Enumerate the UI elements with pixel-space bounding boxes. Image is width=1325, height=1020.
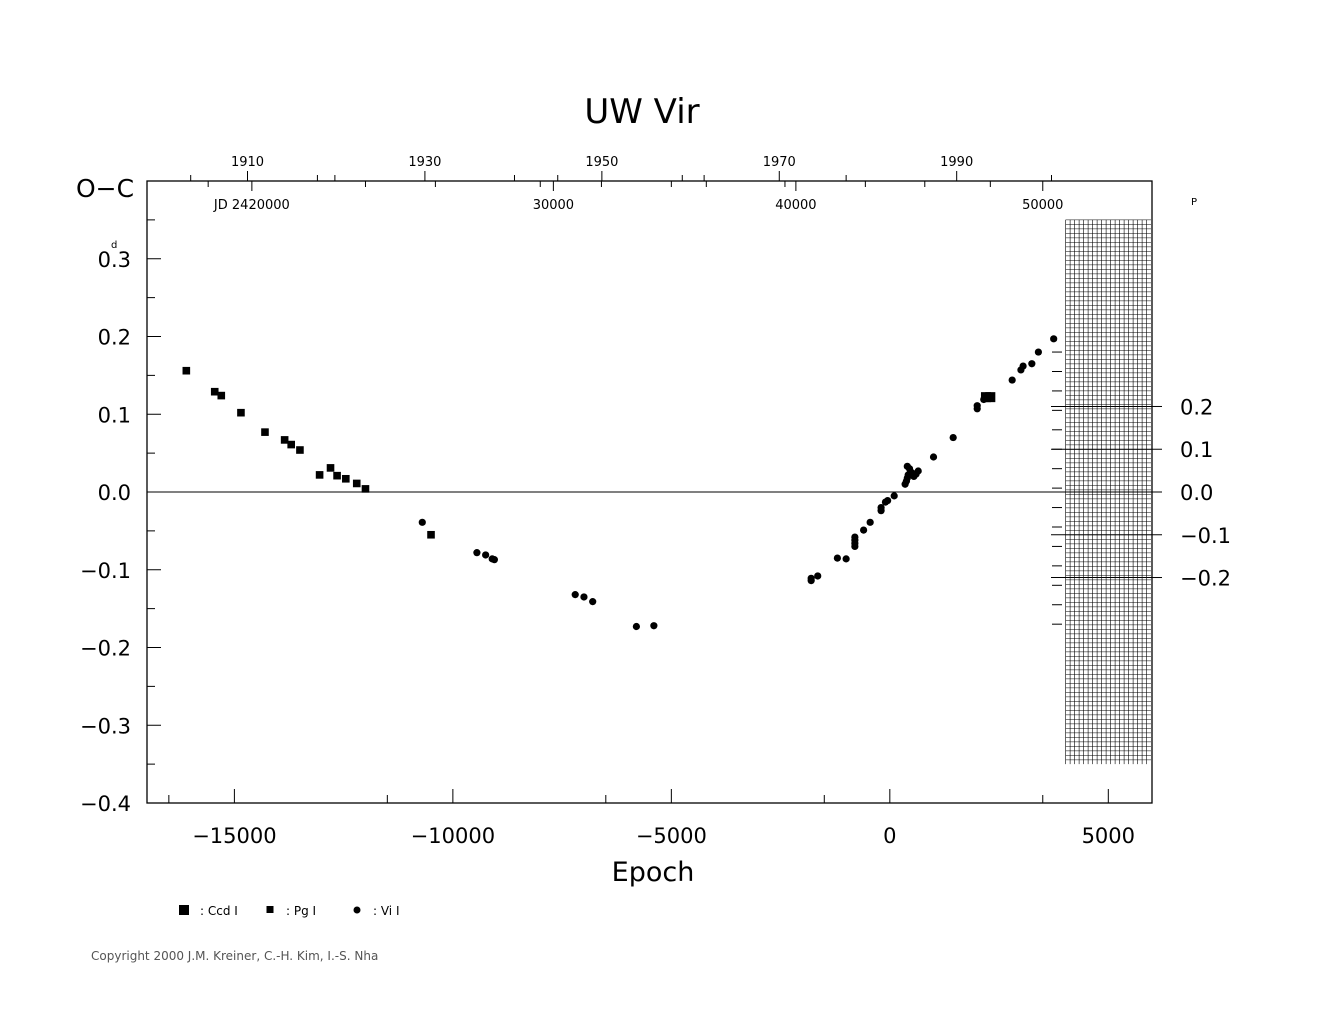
data-point-pg xyxy=(261,428,269,436)
y-tick-label: 0.0 xyxy=(98,481,131,505)
jd-label: JD 2420000 xyxy=(213,198,290,213)
jd-label: 40000 xyxy=(775,198,816,213)
x-tick-label: 0 xyxy=(883,824,896,848)
y-tick-label: −0.2 xyxy=(80,637,131,661)
chart-title: UW Vir xyxy=(584,92,699,132)
top-axis-labels: 1910 1930 1950 1970 1990 JD 2420000 30000 40000… xyxy=(213,155,1064,213)
y-tick-labels: 0.3 0.2 0.1 0.0 −0.1 −0.2 −0.3 −0.4 xyxy=(80,248,131,816)
x-tick-label: −5000 xyxy=(636,824,707,848)
data-point-pg xyxy=(342,474,350,483)
data-point-vi xyxy=(482,551,490,559)
data-point-vi xyxy=(851,542,859,551)
x-tick-labels: −15000 −10000 −5000 0 5000 xyxy=(192,824,1135,848)
copyright-note: Copyright 2000 J.M. Kreiner, C.-H. Kim, … xyxy=(91,949,379,963)
data-point-pg xyxy=(333,471,341,480)
data-point-pg xyxy=(326,464,335,472)
right-tick-label: −0.1 xyxy=(1180,524,1231,548)
legend-label: : Ccd I xyxy=(200,904,238,918)
y-tick-label: −0.1 xyxy=(80,559,131,583)
data-point-vi xyxy=(866,518,874,526)
data-point-vi xyxy=(929,453,938,461)
data-point-vi xyxy=(973,402,981,410)
data-point-vi xyxy=(980,395,988,404)
data-point-vi xyxy=(571,591,579,599)
data-point-pg xyxy=(427,530,435,539)
data-point-vi xyxy=(884,496,892,505)
right-tick-labels: 0.2 0.1 0.0 −0.1 −0.2 xyxy=(1180,395,1231,590)
right-tick-label: 0.2 xyxy=(1180,395,1213,419)
y-tick-label: −0.4 xyxy=(80,792,131,816)
right-tick-label: 0.1 xyxy=(1180,438,1213,462)
legend-label: : Vi I xyxy=(373,904,400,918)
data-point-vi xyxy=(890,492,898,500)
data-point-vi xyxy=(650,622,658,630)
data-point-vi xyxy=(860,526,868,534)
data-point-vi xyxy=(1034,348,1042,356)
legend-marker-ccd xyxy=(179,905,189,915)
axis-ticks xyxy=(147,171,1162,804)
data-point-pg xyxy=(237,408,245,417)
data-point-ccd xyxy=(985,392,996,403)
data-point-pg xyxy=(296,446,304,454)
data-point-vi xyxy=(807,577,815,585)
y-tick-label: −0.3 xyxy=(80,714,131,738)
y-tick-label: 0.1 xyxy=(98,403,131,427)
data-point-pg xyxy=(280,436,289,444)
jd-label: 50000 xyxy=(1022,198,1063,213)
data-point-vi xyxy=(1028,360,1036,368)
data-point-vi xyxy=(1019,362,1027,370)
data-point-vi xyxy=(1050,335,1058,343)
year-label: 1930 xyxy=(408,155,441,170)
data-point-vi xyxy=(833,554,841,562)
data-point-pg xyxy=(361,485,370,493)
legend-label: : Pg I xyxy=(286,904,316,918)
data-point-vi xyxy=(1008,376,1016,384)
data-point-pg xyxy=(210,387,219,396)
year-label: 1990 xyxy=(940,155,973,170)
data-point-vi xyxy=(418,518,426,526)
data-point-vi xyxy=(949,433,957,442)
data-point-pg xyxy=(182,366,191,375)
right-tick-label: 0.0 xyxy=(1180,481,1213,505)
legend-marker-vi xyxy=(353,906,361,914)
data-points xyxy=(182,335,1058,631)
data-point-vi xyxy=(842,555,850,563)
data-point-vi xyxy=(589,598,597,606)
y-axis-label: O−C xyxy=(76,174,134,203)
y-tick-label: 0.2 xyxy=(98,326,131,350)
data-point-vi xyxy=(877,503,885,512)
x-axis-label: Epoch xyxy=(612,857,695,888)
data-point-vi xyxy=(473,549,481,557)
data-point-pg xyxy=(352,479,361,488)
right-tick-label: −0.2 xyxy=(1180,567,1231,591)
year-label: 1910 xyxy=(231,155,264,170)
data-point-vi xyxy=(814,572,822,580)
jd-label: 30000 xyxy=(533,198,574,213)
x-tick-label: −15000 xyxy=(192,824,276,848)
data-point-vi xyxy=(914,467,922,475)
data-point-vi xyxy=(580,593,588,601)
year-label: 1970 xyxy=(763,155,796,170)
data-point-vi xyxy=(490,556,498,564)
right-unit-superscript: P xyxy=(1191,197,1197,208)
left-unit-superscript: d xyxy=(111,240,117,251)
data-point-vi xyxy=(632,622,640,631)
legend-marker-pg xyxy=(266,906,274,913)
data-point-pg xyxy=(315,471,324,479)
x-tick-label: 5000 xyxy=(1082,824,1135,848)
legend: : Ccd I : Pg I : Vi I xyxy=(179,904,400,918)
data-point-pg xyxy=(217,391,226,400)
data-point-pg xyxy=(287,440,295,449)
year-label: 1950 xyxy=(585,155,618,170)
y-tick-label: 0.3 xyxy=(98,248,131,272)
x-tick-label: −10000 xyxy=(411,824,495,848)
